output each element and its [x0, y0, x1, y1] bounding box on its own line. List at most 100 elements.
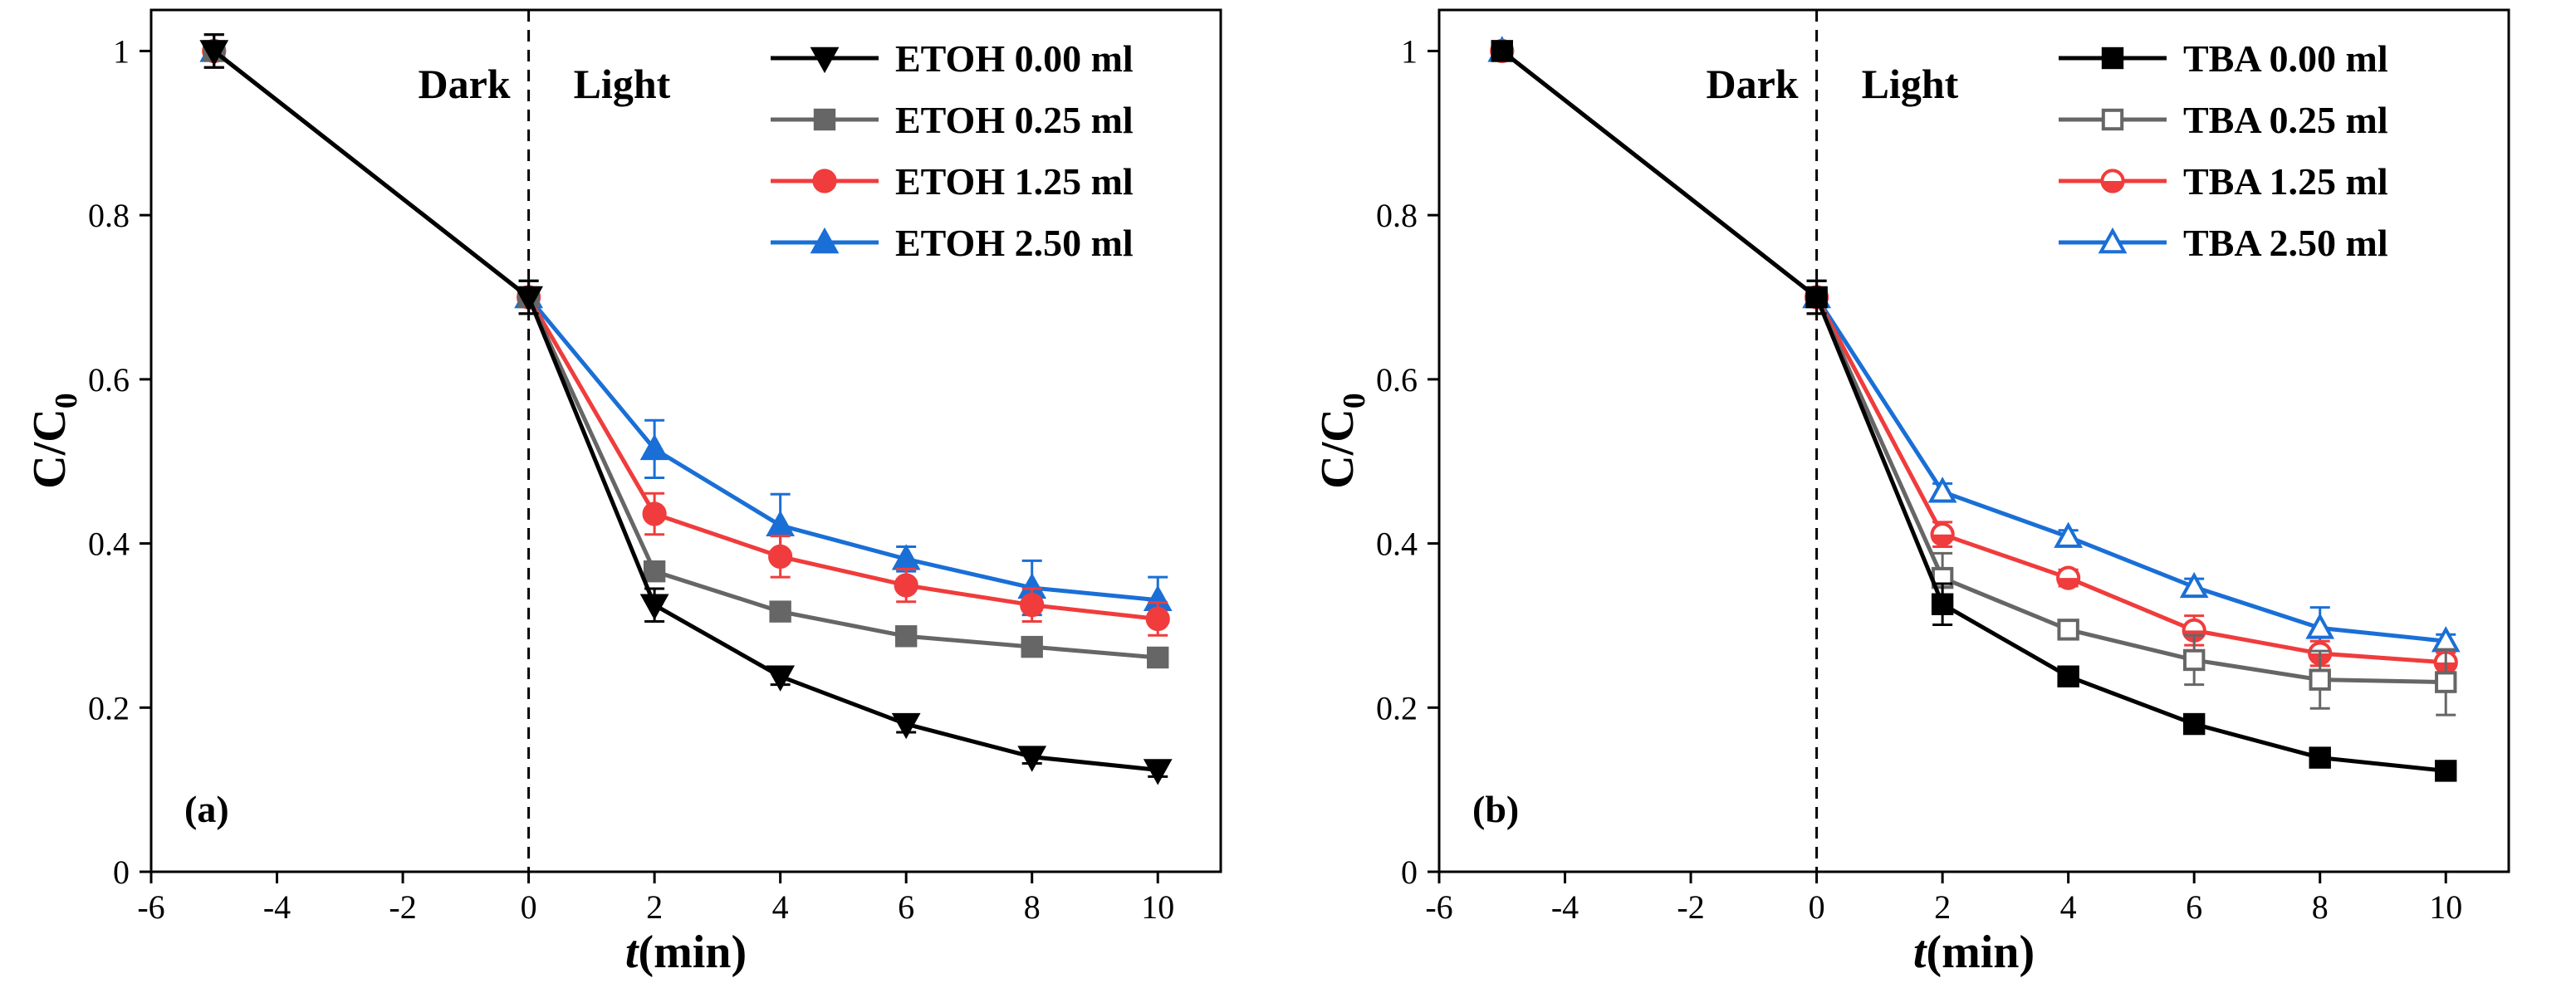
x-tick-label: -4	[263, 888, 291, 926]
series-2	[1491, 40, 2457, 717]
y-axis-title-main: C/C	[24, 408, 76, 488]
data-point-marker	[766, 665, 796, 692]
x-tick-label: -6	[1425, 888, 1452, 926]
plot-frame	[1437, 8, 2510, 873]
y-tick-label: 1	[113, 32, 130, 70]
legend-label: TBA 1.25 ml	[2183, 160, 2388, 203]
y-tick-label: 0.6	[1376, 361, 1418, 399]
chart-a-svg: -6 -4 -2 0 2 4 6 8 1000.20.40.60.81t(min)C/C0Dar…	[24, 8, 1222, 978]
legend-marker	[810, 46, 840, 74]
data-point-marker-half	[2058, 578, 2079, 589]
y-tick-label: 0.4	[1376, 526, 1418, 563]
legend-marker	[813, 108, 836, 131]
legend: ETOH 0.00 ml ETOH 0.25 ml ETOH 1.25 ml ETOH…	[771, 37, 1134, 264]
chart-panel-a: -6 -4 -2 0 2 4 6 8 10 0 0.2 0.4 0.6 0.8 1 t(min) C/C0 Dar…	[24, 8, 1222, 978]
x-tick-label: 0	[521, 888, 537, 926]
x-tick-label: 6	[898, 888, 914, 926]
region-label-dark: Dark	[418, 61, 510, 107]
y-tick-label: 0.6	[88, 361, 130, 399]
x-tick-label: -6	[137, 888, 164, 926]
legend-label: ETOH 2.50 ml	[895, 222, 1134, 264]
legend-marker	[810, 227, 840, 254]
data-point-marker	[2179, 571, 2209, 599]
data-point-marker	[642, 501, 667, 526]
legend-label: TBA 2.50 ml	[2183, 222, 2388, 264]
y-tick-label: 0.4	[88, 526, 130, 563]
x-tick-label: -2	[389, 888, 416, 926]
x-tick-label: 10	[2429, 888, 2462, 926]
series-line	[1501, 49, 2446, 773]
data-point-marker	[2435, 760, 2457, 782]
data-point-marker	[1927, 477, 1957, 503]
data-point-marker	[2309, 668, 2331, 691]
y-tick-label: 0.2	[1376, 689, 1418, 726]
data-point-marker	[639, 433, 669, 461]
data-point-marker	[514, 286, 543, 313]
y-axis-title-main: C/C	[1312, 408, 1364, 488]
x-tick-label: 2	[646, 888, 663, 926]
x-axis-title-rest: (min)	[1926, 927, 2035, 978]
x-tick-label: -4	[1551, 888, 1579, 926]
data-point-marker-half	[1932, 534, 1953, 545]
legend-marker-half	[2102, 181, 2123, 192]
legend: TBA 0.00 ml TBA 0.25 ml TBA 1.25 ml TBA 2.5…	[2059, 37, 2388, 264]
x-tick-label: 0	[1809, 888, 1825, 926]
data-point-marker	[2305, 613, 2335, 639]
x-tick-label: 10	[1141, 888, 1174, 926]
data-point-marker	[2054, 521, 2084, 548]
data-point-marker	[2309, 746, 2331, 769]
region-label-light: Light	[574, 61, 671, 107]
data-point-marker	[891, 712, 921, 740]
x-axis-title: t(min)	[625, 927, 747, 978]
data-point-marker	[1805, 286, 1828, 309]
x-tick-label: 6	[2186, 888, 2202, 926]
x-tick-label: -2	[1677, 888, 1704, 926]
data-point-marker	[1145, 606, 1170, 632]
data-point-marker	[2057, 619, 2079, 641]
legend-label: TBA 0.00 ml	[2183, 37, 2388, 80]
series-line	[1501, 49, 2446, 685]
data-point-marker	[894, 625, 918, 648]
data-point-marker	[1491, 40, 1513, 62]
data-point-marker	[1017, 746, 1047, 772]
region-label-dark: Dark	[1706, 61, 1798, 107]
data-point-marker	[894, 573, 918, 598]
y-axis-title: C/C0	[24, 393, 84, 488]
legend-label: ETOH 1.25 ml	[895, 160, 1134, 203]
x-axis-title-italic: t	[1913, 927, 1927, 978]
data-point-marker	[643, 560, 666, 583]
series-line	[213, 49, 1158, 772]
chart-b-svg: -6 -4 -2 0 2 4 6 8 1000.20.40.60.81t(min)C/C0Dar…	[1312, 8, 2510, 978]
x-axis-title-italic: t	[625, 927, 639, 978]
data-point-marker	[769, 600, 791, 623]
data-point-marker	[2057, 665, 2079, 687]
legend-label: ETOH 0.25 ml	[895, 99, 1134, 141]
data-point-marker	[768, 544, 793, 569]
data-point-marker	[2435, 671, 2457, 693]
data-point-marker	[1143, 759, 1173, 785]
x-tick-label: 8	[1024, 888, 1041, 926]
data-point-marker	[766, 510, 796, 537]
series-line	[1501, 49, 2446, 665]
data-point-marker	[1021, 635, 1043, 658]
data-point-marker	[2182, 648, 2206, 672]
region-label-light: Light	[1862, 61, 1959, 107]
x-tick-label: 4	[772, 888, 789, 926]
data-point-marker	[1020, 593, 1045, 618]
y-axis-title-subscript: 0	[1337, 393, 1372, 408]
data-point-marker	[1931, 593, 1954, 615]
y-tick-label: 0	[113, 853, 130, 891]
legend-marker	[2101, 46, 2124, 70]
y-tick-label: 1	[1401, 32, 1418, 70]
y-axis-title-subscript: 0	[49, 393, 84, 408]
plot-frame	[149, 8, 1222, 873]
y-tick-label: 0	[1401, 853, 1418, 891]
data-point-marker	[639, 594, 669, 620]
x-tick-label: 4	[2060, 888, 2077, 926]
y-tick-label: 0.8	[88, 197, 130, 234]
series-line	[213, 49, 1158, 660]
legend-marker	[812, 169, 837, 193]
y-tick-label: 0.2	[88, 689, 130, 726]
x-tick-label: 8	[2312, 888, 2329, 926]
panel-label: (b)	[1472, 788, 1519, 830]
